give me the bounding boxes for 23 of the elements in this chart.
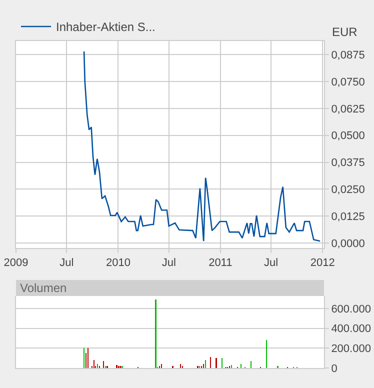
y-tick-label: 0,0000 <box>331 238 365 250</box>
x-tick-label: Jul <box>264 257 278 270</box>
x-tick-label: Jul <box>60 257 74 270</box>
y-tick-label: 0,0625 <box>331 103 365 116</box>
y-axis-title: EUR <box>332 25 358 39</box>
y-tick-label: 0 <box>331 362 338 375</box>
y-tick-label: 400.000 <box>331 323 371 336</box>
x-tick-label: Jul <box>162 257 176 270</box>
legend-label: Inhaber-Aktien S... <box>56 20 156 34</box>
line-series <box>83 50 321 242</box>
y-tick-label: 0,0750 <box>331 76 365 88</box>
x-tick-label: 2012 <box>310 257 335 270</box>
y-tick-label: 0,0250 <box>331 184 365 196</box>
x-tick-label: 2009 <box>4 257 28 270</box>
x-tick-label: 2010 <box>106 257 130 270</box>
y-tick-label: 0,0500 <box>331 130 365 142</box>
y-tick-label: 600.000 <box>331 303 371 316</box>
y-tick-label: 0,0375 <box>331 157 365 170</box>
x-tick-label: 2011 <box>208 257 232 270</box>
y-tick-label: 200.000 <box>331 343 371 356</box>
chart-title: Volumen <box>16 280 324 296</box>
y-tick-label: 0,0125 <box>331 210 365 223</box>
y-tick-label: 0,0875 <box>331 49 365 62</box>
